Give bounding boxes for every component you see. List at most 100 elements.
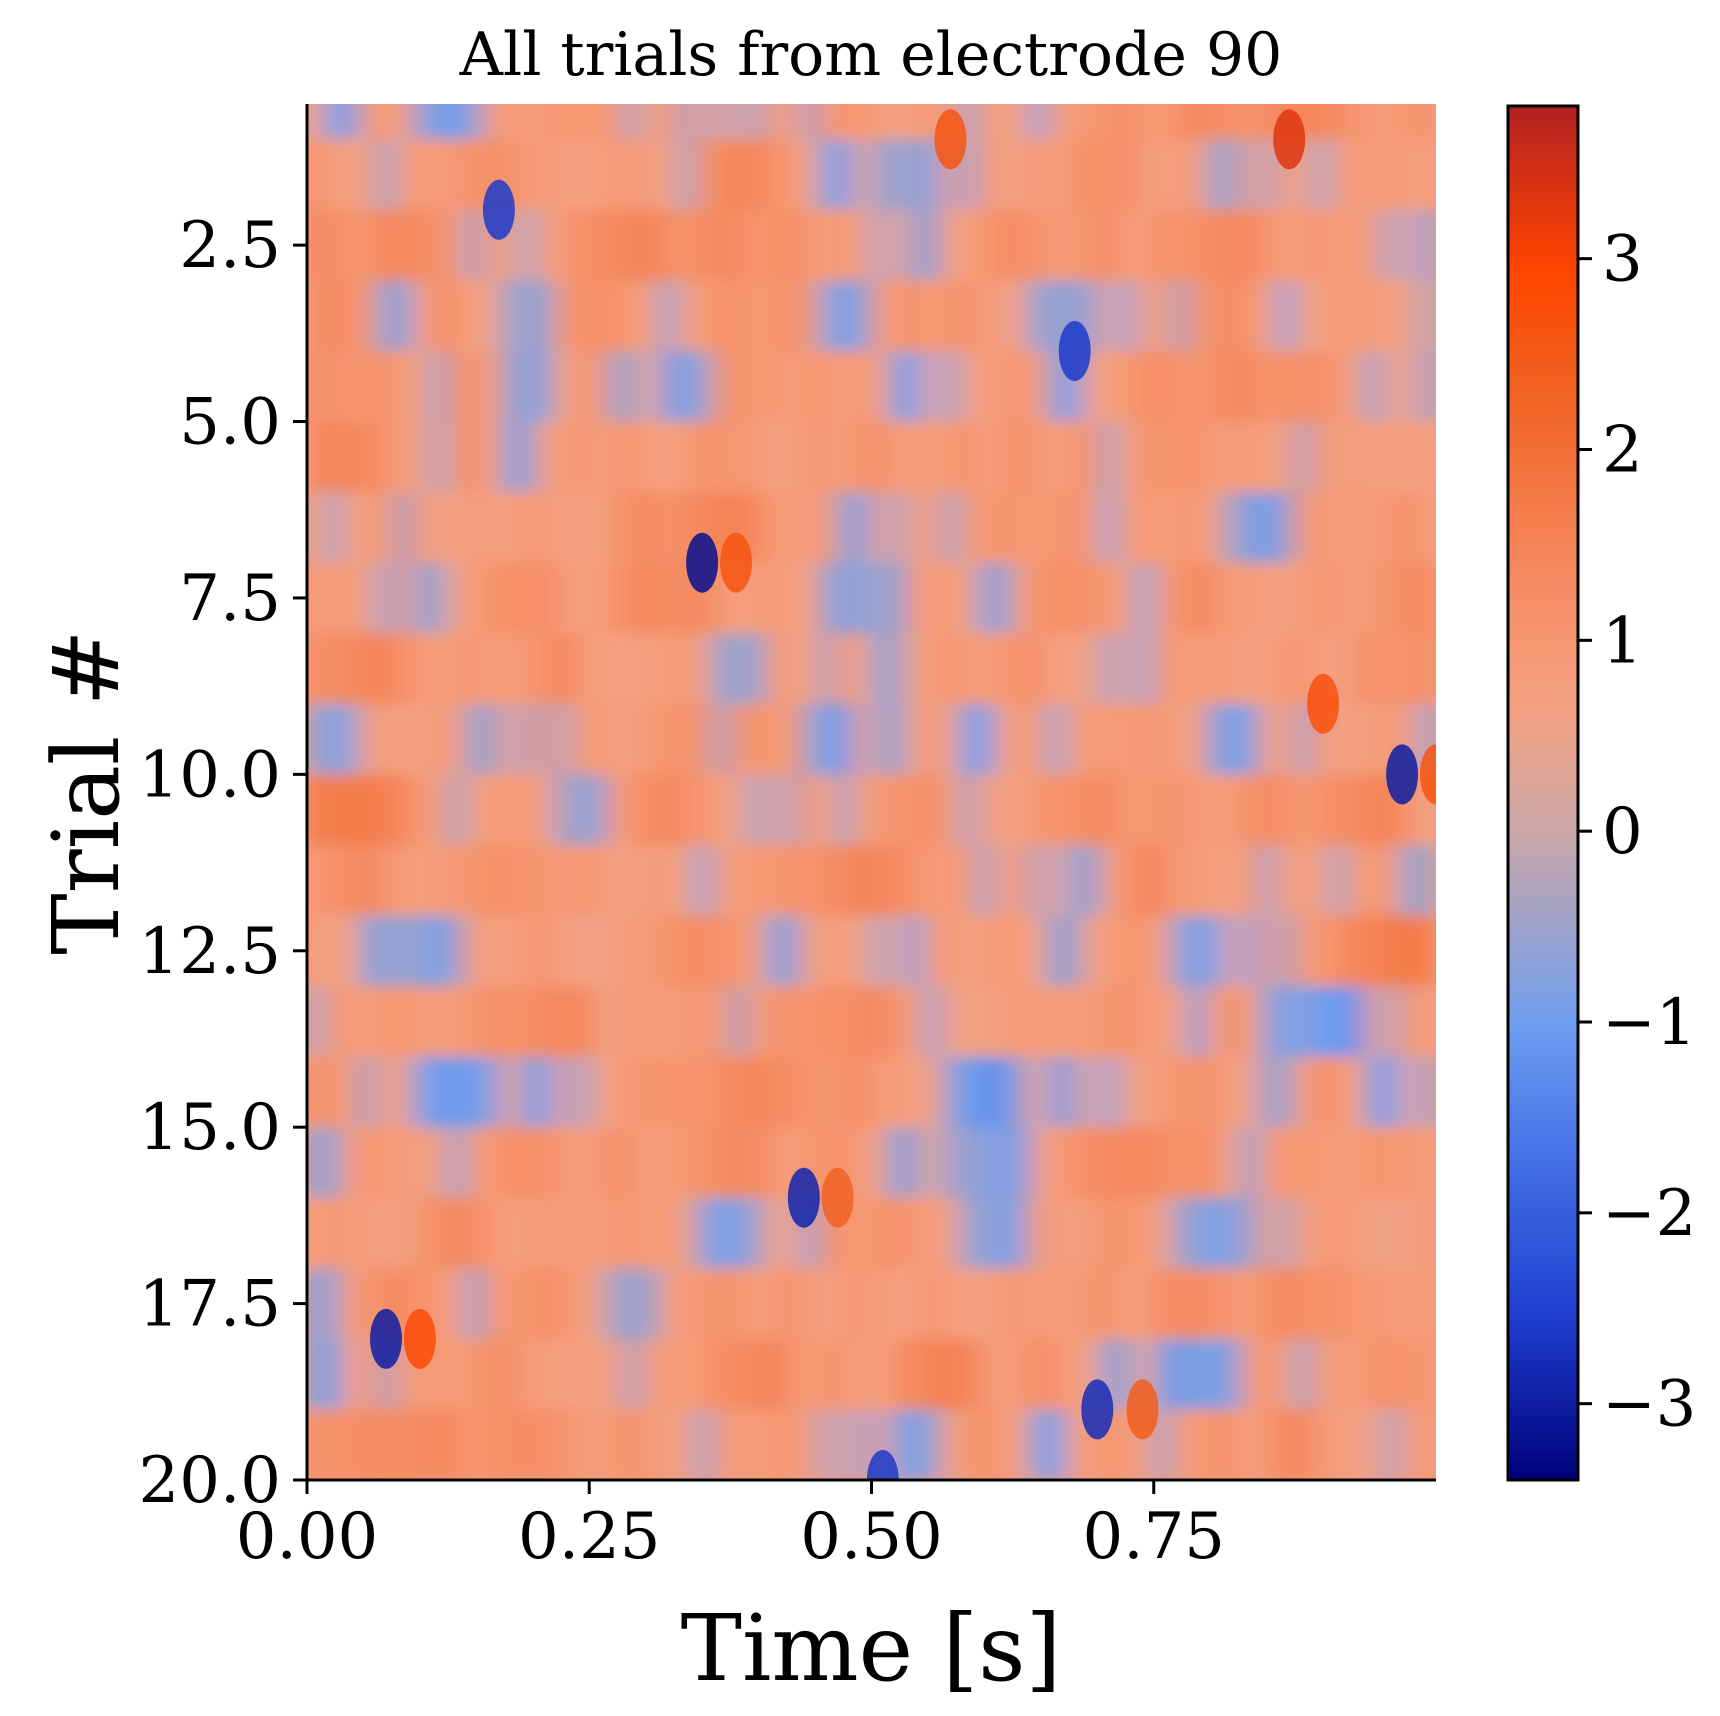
- heatmap-cell: [994, 1197, 1014, 1270]
- heatmap-cell: [1029, 104, 1049, 141]
- heatmap-cell: [1364, 986, 1384, 1058]
- heatmap-cell: [1117, 562, 1138, 635]
- heatmap-cell: [888, 1268, 908, 1340]
- heatmap-cell: [711, 1127, 732, 1199]
- heatmap-cell: [464, 1127, 485, 1199]
- heatmap-cell: [1241, 1127, 1261, 1199]
- heatmap-cell: [1046, 104, 1067, 141]
- heatmap-cell: [1011, 351, 1032, 423]
- heatmap-cell: [1011, 774, 1032, 846]
- heatmap-cell: [1241, 1056, 1261, 1129]
- heatmap-cell: [1188, 139, 1208, 211]
- heatmap-cell: [676, 703, 697, 776]
- heatmap-cell: [976, 562, 996, 635]
- heatmap-cell: [500, 986, 520, 1058]
- heatmap-cell: [482, 915, 502, 988]
- x-axis-label: Time [s]: [681, 1595, 1062, 1702]
- heatmap-cell: [553, 633, 573, 705]
- heatmap-cell: [1417, 1127, 1436, 1199]
- heatmap-cell: [817, 633, 838, 705]
- heatmap-cell: [799, 139, 820, 211]
- heatmap-cell: [870, 492, 891, 564]
- heatmap-cell: [1364, 703, 1384, 776]
- heatmap-cell: [1364, 351, 1384, 423]
- heatmap-cell: [1346, 1056, 1367, 1129]
- heatmap-cell: [1223, 139, 1243, 211]
- heatmap-cell: [941, 1268, 961, 1340]
- heatmap-cell: [1082, 1056, 1102, 1129]
- heatmap-cell: [764, 209, 785, 282]
- heatmap-cell: [1223, 209, 1243, 282]
- heatmap-cell: [447, 844, 467, 917]
- heatmap-cell: [1117, 209, 1138, 282]
- heatmap-cell: [994, 492, 1014, 564]
- heatmap-cell: [1064, 1197, 1085, 1270]
- heatmap-cell: [729, 1127, 749, 1199]
- heatmap-cell: [1293, 1127, 1314, 1199]
- heatmap-cell: [1382, 1197, 1402, 1270]
- heatmap-cell: [1258, 1056, 1279, 1129]
- heatmap-cell: [623, 209, 644, 282]
- heatmap-cell: [553, 1056, 573, 1129]
- heatmap-cell: [976, 986, 996, 1058]
- heatmap-cell: [623, 1127, 644, 1199]
- heatmap-cell: [1311, 562, 1332, 635]
- heatmap-cell: [923, 351, 943, 423]
- heatmap-cell: [1046, 915, 1067, 988]
- heatmap-cell: [641, 562, 661, 635]
- heatmap-cell: [1311, 915, 1332, 988]
- heatmap-cell: [888, 703, 908, 776]
- heatmap-cell: [1170, 1127, 1190, 1199]
- heatmap-cell: [358, 421, 379, 494]
- heatmap-cell: [676, 421, 697, 494]
- heatmap-cell: [764, 1197, 785, 1270]
- x-tick-label: 0.75: [1083, 1500, 1226, 1574]
- heatmap-cell: [799, 986, 820, 1058]
- heatmap-cell: [1029, 774, 1049, 846]
- heatmap-cell: [1188, 1056, 1208, 1129]
- heatmap-cell: [323, 1056, 344, 1129]
- heatmap-cell: [747, 1056, 767, 1129]
- heatmap-cell: [1064, 774, 1085, 846]
- heatmap-cell: [1364, 209, 1384, 282]
- heatmap-cell: [500, 351, 520, 423]
- heatmap-cell: [1399, 1127, 1420, 1199]
- heatmap-cell: [1382, 633, 1402, 705]
- heatmap-cell: [1417, 1409, 1436, 1480]
- heatmap-cell: [1135, 1056, 1155, 1129]
- heatmap-cell: [1099, 209, 1120, 282]
- heatmap-cell: [870, 1197, 891, 1270]
- heatmap-cell: [1082, 1268, 1102, 1340]
- heatmap-cell: [1417, 139, 1436, 211]
- heatmap-cell: [1311, 844, 1332, 917]
- heatmap-cell: [1117, 1127, 1138, 1199]
- heatmap-cell: [747, 562, 767, 635]
- heatmap-cell: [517, 1409, 538, 1480]
- heatmap-cell: [641, 774, 661, 846]
- heatmap-cell: [1258, 633, 1279, 705]
- heatmap-cell: [1329, 1409, 1349, 1480]
- heatmap-cell: [1399, 1056, 1420, 1129]
- heatmap-cell: [1399, 986, 1420, 1058]
- heatmap-cell: [729, 139, 749, 211]
- heatmap-extreme-spot: [1386, 744, 1419, 805]
- heatmap-cell: [517, 1197, 538, 1270]
- heatmap-cell: [1082, 986, 1102, 1058]
- heatmap-cell: [658, 1127, 679, 1199]
- heatmap-cell: [1329, 1197, 1349, 1270]
- heatmap-cell: [799, 915, 820, 988]
- y-tick-label: 7.5: [179, 562, 281, 636]
- heatmap-cell: [376, 774, 397, 846]
- heatmap-cell: [605, 280, 626, 352]
- heatmap-cell: [1082, 139, 1102, 211]
- heatmap-cell: [376, 139, 397, 211]
- heatmap-cell: [535, 1409, 555, 1480]
- heatmap-cell: [535, 209, 555, 282]
- heatmap-cell: [1223, 986, 1243, 1058]
- heatmap-cell: [1293, 562, 1314, 635]
- heatmap-cell: [394, 844, 414, 917]
- heatmap-cell: [641, 844, 661, 917]
- heatmap-cell: [1064, 104, 1085, 141]
- heatmap-cell: [676, 986, 697, 1058]
- heatmap-cell: [1152, 351, 1173, 423]
